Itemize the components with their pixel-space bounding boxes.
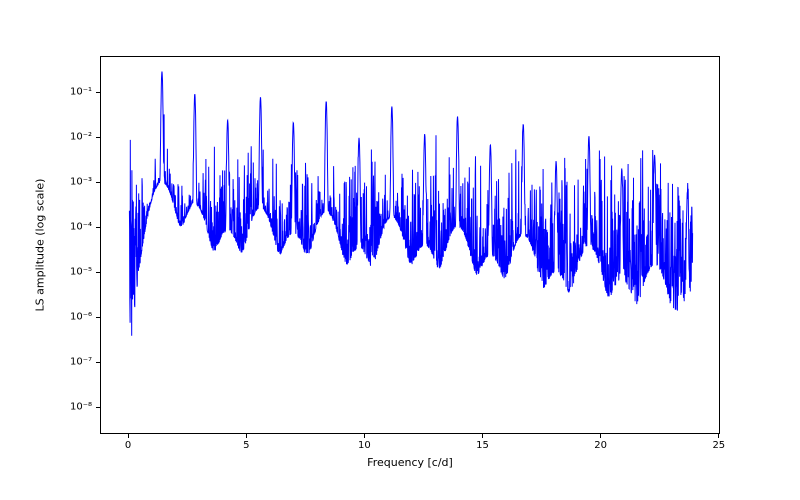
y-tick-mark [96,182,100,183]
y-tick-label: 10⁻² [70,132,92,143]
x-tick-label: 20 [594,440,607,451]
y-tick-mark [96,137,100,138]
x-tick-label: 15 [476,440,489,451]
figure: 0 5 10 15 20 25 10⁻⁸ 10⁻⁷ 10⁻⁶ 10⁻⁵ 10⁻⁴ 10⁻³ 10⁻² 1… [0,0,800,500]
x-tick-label: 10 [358,440,371,451]
x-tick-mark [600,434,601,438]
y-tick-label: 10⁻⁶ [70,312,92,323]
x-tick-mark [482,434,483,438]
y-tick-label: 10⁻⁴ [70,222,92,233]
plot-area [100,56,720,434]
y-tick-label: 10⁻⁸ [70,402,92,413]
y-tick-label: 10⁻³ [70,177,92,188]
y-tick-mark [96,362,100,363]
y-tick-mark [96,317,100,318]
x-tick-mark [364,434,365,438]
x-tick-mark [718,434,719,438]
periodogram-line [129,72,692,336]
y-axis-label: LS amplitude (log scale) [34,179,47,312]
x-tick-label: 5 [243,440,249,451]
x-tick-mark [128,434,129,438]
periodogram-svg [101,57,720,434]
y-tick-mark [96,92,100,93]
y-tick-mark [96,227,100,228]
y-tick-label: 10⁻⁷ [70,357,92,368]
x-axis-label: Frequency [c/d] [367,456,453,469]
y-tick-label: 10⁻¹ [70,87,92,98]
y-tick-mark [96,407,100,408]
y-tick-mark [96,272,100,273]
x-tick-mark [246,434,247,438]
x-tick-label: 25 [712,440,725,451]
x-tick-label: 0 [125,440,131,451]
y-tick-label: 10⁻⁵ [70,267,92,278]
